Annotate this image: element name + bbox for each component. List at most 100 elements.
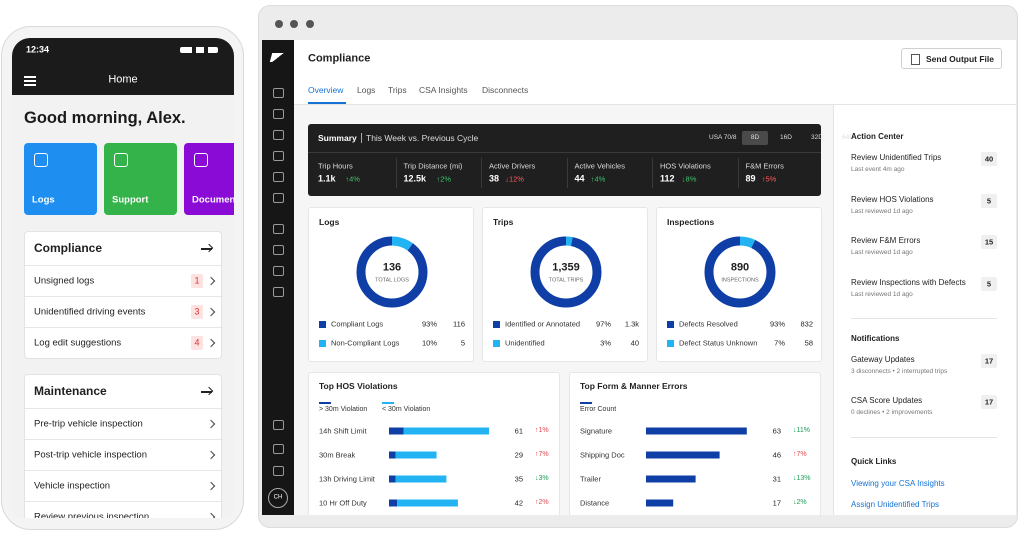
chevron — [206, 481, 216, 491]
row-badge: 3 — [191, 305, 203, 319]
arrow-head — [204, 386, 214, 396]
chevron — [206, 512, 216, 518]
tab[interactable]: Logs — [357, 84, 376, 95]
count-badge: 17 — [981, 395, 997, 409]
range-button[interactable]: 16D — [773, 131, 799, 145]
range-label: 8D — [750, 134, 760, 142]
bar-value: 17 — [772, 498, 781, 508]
row-label[interactable]: Unsigned logs — [34, 275, 95, 287]
title-separator — [361, 133, 362, 143]
item-title[interactable]: Review F&M Errors — [851, 236, 921, 246]
tab[interactable]: Overview — [308, 84, 344, 95]
nav-icon[interactable] — [273, 420, 284, 430]
tab[interactable]: CSA Insights — [419, 84, 468, 95]
donut-total: 1,359 — [552, 261, 580, 274]
tab[interactable]: Disconnects — [482, 84, 529, 95]
category-label: 10 Hr Off Duty — [319, 498, 367, 508]
card-title: Top Form & Manner Errors — [580, 380, 688, 391]
donut-segment — [356, 236, 428, 308]
legend-pct: 93% — [769, 319, 785, 329]
chevron — [206, 338, 216, 348]
chevron — [206, 419, 216, 429]
category-label: Signature — [580, 426, 613, 436]
nav-icon[interactable] — [273, 444, 284, 454]
nav-icon[interactable] — [273, 151, 284, 161]
nav-icon[interactable] — [273, 287, 284, 297]
button-label: Send Output File — [926, 53, 994, 64]
legend-label: < 30m Violation — [382, 405, 431, 413]
row-label[interactable]: Pre-trip vehicle inspection — [34, 418, 143, 430]
legend-swatch — [493, 320, 500, 328]
metric-change: ↑4% — [590, 174, 606, 184]
app-tile[interactable]: Documents — [184, 143, 234, 215]
row-label[interactable]: Post-trip vehicle inspection — [34, 449, 147, 461]
nav-icon[interactable] — [273, 172, 284, 182]
donut-segment — [530, 236, 602, 308]
tab[interactable]: Trips — [388, 84, 407, 95]
send-button[interactable]: Send Output File — [901, 48, 1002, 69]
row-label[interactable]: Vehicle inspection — [34, 480, 111, 492]
bar-segment — [389, 451, 396, 459]
section-card: Maintenance Pre-trip vehicle inspection Po… — [24, 374, 223, 518]
app-tile[interactable]: Logs — [24, 143, 97, 215]
nav-icon[interactable] — [273, 193, 284, 203]
count-badge: 15 — [981, 235, 997, 249]
nav-icon[interactable] — [273, 266, 284, 276]
tile-label: Support — [112, 194, 149, 206]
tab-underline — [308, 102, 346, 104]
item-title[interactable]: Review HOS Violations — [851, 194, 934, 204]
bar-change: ↓13% — [793, 474, 811, 482]
header-divider — [294, 104, 1016, 105]
nav-icon[interactable] — [273, 109, 284, 119]
row-count: 3 — [194, 306, 200, 317]
donut-chart — [530, 236, 602, 308]
quick-link[interactable]: Viewing your CSA Insights — [851, 479, 945, 489]
item-title[interactable]: Gateway Updates — [851, 355, 915, 365]
item-sub: Last reviewed 1d ago — [851, 290, 913, 298]
row-divider — [25, 408, 223, 409]
tile-label: Documents — [192, 194, 234, 206]
nav-icon[interactable] — [273, 130, 284, 140]
range-label: 32D — [811, 134, 823, 142]
bar-total: 29 — [514, 450, 523, 460]
donut-segment — [704, 236, 776, 308]
row-label[interactable]: Log edit suggestions — [34, 337, 122, 349]
row-label[interactable]: Unidentified driving events — [34, 306, 146, 318]
legend-line — [319, 402, 331, 404]
card-title: Trips — [493, 216, 514, 227]
item-sub: Last reviewed 1d ago — [851, 249, 913, 257]
bar-segment — [646, 427, 747, 435]
app-tile[interactable]: Support — [104, 143, 177, 215]
range-button[interactable]: 8D — [742, 131, 768, 145]
range-button[interactable]: 32D — [804, 131, 830, 145]
category-label: 14h Shift Limit — [319, 426, 367, 436]
sidebar: CH — [262, 40, 294, 515]
donut-total: 890 — [730, 261, 750, 274]
item-title[interactable]: Review Unidentified Trips — [851, 153, 942, 163]
legend-label: Error Count — [580, 405, 617, 413]
donut-total-label: TOTAL TRIPS — [548, 277, 584, 284]
legend-pct: 7% — [774, 338, 785, 348]
nav-icon[interactable] — [273, 466, 284, 476]
range-button[interactable]: 64D — [835, 131, 861, 145]
window-dot — [290, 20, 298, 28]
metric-value: 1.1k — [318, 173, 336, 184]
row-label[interactable]: Review previous inspection — [34, 511, 150, 518]
donut-total: 136 — [382, 261, 402, 274]
panel-title: Quick Links — [851, 457, 897, 467]
bar-chart — [389, 427, 490, 507]
quick-link[interactable]: Assign Unidentified Trips — [851, 500, 940, 510]
nav-icon[interactable] — [273, 88, 284, 98]
item-title[interactable]: Review Inspections with Defects — [851, 277, 966, 287]
item-sub: Last event 4m ago — [851, 166, 905, 174]
tile-label: Logs — [32, 194, 55, 206]
bar-chart — [646, 427, 747, 507]
nav-icon[interactable] — [273, 245, 284, 255]
item-title[interactable]: CSA Score Updates — [851, 396, 923, 406]
bar-segment — [403, 427, 490, 435]
metric-change: ↑2% — [436, 174, 452, 184]
avatar-initials: CH — [273, 494, 283, 501]
donut-card: Inspections 890 INSPECTIONS Defects Resolve… — [656, 207, 822, 362]
tile-icon — [34, 153, 48, 167]
nav-icon[interactable] — [273, 224, 284, 234]
